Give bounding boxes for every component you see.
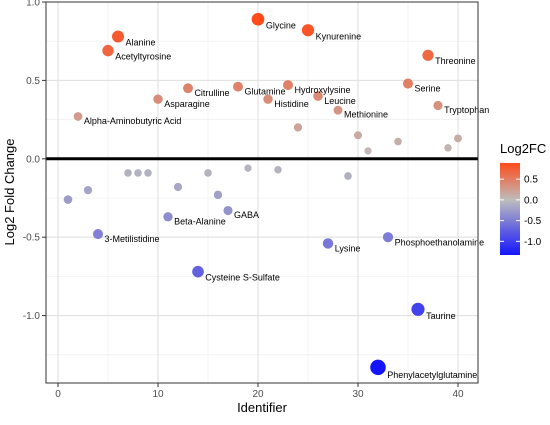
data-point bbox=[124, 169, 132, 177]
point-label: Glutamine bbox=[244, 87, 285, 97]
point-label: Kynurenine bbox=[316, 31, 362, 41]
data-point bbox=[144, 169, 152, 177]
legend-colorbar bbox=[500, 163, 520, 255]
point-label: Alpha-Aminobutyric Acid bbox=[84, 116, 182, 126]
plot-panel bbox=[46, 2, 478, 383]
legend-title: Log2FC bbox=[500, 141, 546, 156]
data-point bbox=[382, 232, 394, 243]
legend-tick-label: -0.5 bbox=[524, 216, 542, 227]
point-label: Alanine bbox=[125, 37, 155, 47]
point-label: Lysine bbox=[335, 244, 361, 254]
x-tick-label: 10 bbox=[152, 389, 164, 400]
y-tick-label: 0.5 bbox=[26, 76, 40, 87]
y-axis-title: Log2 Fold Change bbox=[2, 139, 17, 246]
point-label: Hydroxylysine bbox=[295, 85, 351, 95]
y-tick-label: -1.0 bbox=[23, 311, 41, 322]
data-point bbox=[183, 83, 193, 94]
point-label: Taurine bbox=[426, 311, 456, 321]
point-label: Glycine bbox=[266, 21, 296, 31]
x-tick-label: 30 bbox=[352, 389, 364, 400]
data-point bbox=[102, 44, 114, 57]
y-tick-label: 0.0 bbox=[26, 154, 40, 165]
data-point bbox=[112, 30, 124, 43]
data-point bbox=[282, 80, 294, 91]
y-tick-label: 1.0 bbox=[26, 0, 40, 9]
point-label: Tryptophan bbox=[444, 105, 489, 115]
data-point bbox=[134, 169, 142, 177]
data-point bbox=[244, 164, 252, 172]
data-point bbox=[370, 359, 386, 376]
point-label: 3-Metilistidine bbox=[105, 234, 160, 244]
point-label: Serine bbox=[415, 84, 441, 94]
data-point bbox=[213, 190, 223, 200]
data-point bbox=[322, 238, 334, 249]
point-label: GABA bbox=[234, 210, 259, 220]
color-legend: Log2FC 0.5 0.0 -0.5 -1.0 bbox=[500, 141, 546, 255]
data-point bbox=[83, 186, 93, 195]
data-point bbox=[192, 265, 204, 278]
point-label: Phosphoethanolamine bbox=[395, 237, 485, 247]
data-point bbox=[173, 182, 183, 192]
data-point bbox=[163, 212, 173, 222]
data-point bbox=[333, 105, 343, 115]
point-label: Histidine bbox=[274, 99, 309, 109]
data-point bbox=[422, 49, 434, 61]
data-point bbox=[63, 195, 73, 204]
data-point bbox=[233, 81, 243, 92]
point-label: Threonine bbox=[435, 56, 476, 66]
data-point bbox=[364, 147, 372, 155]
axes-layer: 0 10 20 30 40 1.0 0.5 0.0 -0.5 -1.0 bbox=[23, 0, 464, 400]
data-point bbox=[402, 78, 414, 89]
data-point bbox=[301, 24, 315, 37]
point-label: Cysteine S-Sulfate bbox=[205, 272, 280, 282]
point-label: Citrulline bbox=[194, 88, 229, 98]
data-point bbox=[153, 94, 163, 104]
point-label: Leucine bbox=[324, 96, 356, 106]
legend-tick-label: 0.5 bbox=[524, 175, 538, 186]
data-point bbox=[293, 123, 303, 132]
x-tick-label: 20 bbox=[252, 389, 264, 400]
data-point bbox=[263, 94, 273, 104]
data-point bbox=[73, 112, 83, 121]
data-point bbox=[411, 302, 425, 316]
data-point bbox=[444, 144, 452, 152]
point-label: Asparagine bbox=[164, 99, 210, 109]
point-labels-layer: Alpha-Aminobutyric Acid 3-Metilistidine Ac… bbox=[84, 21, 489, 380]
point-label: Phenylacetylglutamine bbox=[387, 370, 477, 380]
x-tick-label: 40 bbox=[452, 389, 464, 400]
data-point bbox=[223, 205, 233, 216]
points-layer bbox=[63, 12, 462, 376]
data-point bbox=[454, 134, 462, 143]
point-label: Beta-Alanine bbox=[174, 216, 226, 226]
y-tick-label: -0.5 bbox=[23, 233, 41, 244]
data-point bbox=[344, 172, 352, 180]
data-point bbox=[313, 91, 323, 101]
data-point bbox=[204, 169, 212, 177]
data-point bbox=[251, 12, 265, 26]
point-label: Methionine bbox=[344, 110, 388, 120]
legend-tick-label: 0.0 bbox=[524, 195, 538, 206]
data-point bbox=[92, 229, 104, 240]
legend-tick-label: -1.0 bbox=[524, 237, 542, 248]
point-label: Acetyltyrosine bbox=[115, 51, 171, 61]
x-tick-label: 0 bbox=[55, 389, 61, 400]
x-axis-title: Identifier bbox=[237, 400, 288, 415]
data-point bbox=[433, 100, 443, 111]
plot-border bbox=[45, 1, 479, 384]
legend-ticks: 0.5 0.0 -0.5 -1.0 bbox=[500, 175, 542, 248]
data-point bbox=[274, 166, 282, 174]
data-point bbox=[354, 131, 362, 140]
data-point bbox=[394, 137, 402, 146]
